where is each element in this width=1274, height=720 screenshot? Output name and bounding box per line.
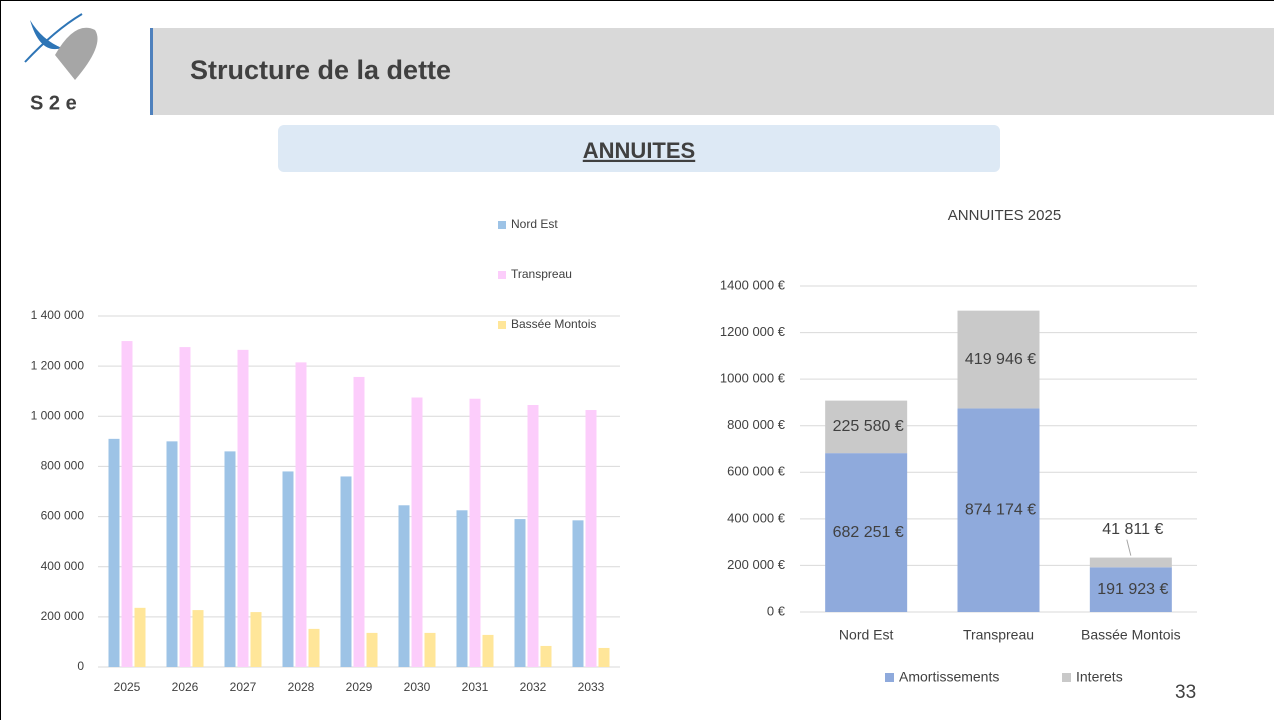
- y-tick-label: 800 000 €: [727, 417, 786, 432]
- x-tick-label: 2028: [288, 680, 315, 694]
- legend-swatch: [498, 321, 506, 329]
- bar: [308, 628, 320, 667]
- bar: [469, 398, 481, 667]
- y-tick-label: 1 400 000: [31, 308, 85, 322]
- bar: [572, 520, 584, 667]
- bar: [166, 441, 178, 667]
- y-tick-label: 0: [77, 659, 84, 673]
- chart-title: ANNUITES 2025: [948, 207, 1061, 224]
- bar: [585, 410, 597, 667]
- legend-label: Bassée Montois: [511, 317, 596, 331]
- slide-title: Structure de la dette: [190, 55, 451, 85]
- bar: [398, 505, 410, 667]
- data-label: 874 174 €: [965, 501, 1036, 518]
- bar-segment: [1089, 557, 1172, 568]
- bar: [108, 438, 120, 667]
- bar: [424, 632, 436, 667]
- bar: [482, 634, 494, 667]
- bar: [456, 510, 468, 667]
- legend-swatch: [885, 673, 894, 682]
- data-label: 191 923 €: [1097, 581, 1168, 598]
- legend-label: Interets: [1076, 669, 1123, 685]
- y-tick-label: 1400 000 €: [720, 277, 786, 292]
- legend-swatch: [1062, 673, 1071, 682]
- legend-label: Nord Est: [511, 217, 558, 231]
- y-tick-label: 800 000: [41, 459, 85, 473]
- legend-swatch: [498, 221, 506, 229]
- bar: [527, 405, 539, 667]
- y-tick-label: 200 000 €: [727, 557, 786, 572]
- logo-text: S 2 e: [30, 92, 77, 114]
- bar: [514, 519, 526, 667]
- logo: S 2 e: [24, 13, 98, 114]
- y-tick-label: 200 000: [41, 609, 85, 623]
- bar-segment: [1089, 567, 1172, 612]
- bar-segment: [957, 408, 1040, 612]
- bar: [237, 349, 249, 667]
- page-number: 33: [1175, 682, 1196, 703]
- bar-segment: [957, 310, 1040, 409]
- bar: [598, 647, 610, 667]
- x-tick-label: 2033: [578, 680, 605, 694]
- subtitle-box: [278, 125, 1000, 172]
- data-label: 41 811 €: [1102, 521, 1163, 538]
- y-tick-label: 400 000 €: [727, 510, 786, 525]
- x-tick-label: 2032: [520, 680, 547, 694]
- x-tick-label: Transpreau: [963, 627, 1034, 643]
- header-band: [150, 28, 1274, 115]
- bar-segment: [825, 400, 908, 454]
- bar: [179, 347, 191, 667]
- y-tick-label: 1 000 000: [31, 408, 85, 422]
- x-tick-label: Bassée Montois: [1081, 627, 1181, 643]
- leader-line: [1126, 539, 1132, 556]
- x-tick-label: 2030: [404, 680, 431, 694]
- header-accent: [150, 28, 153, 115]
- bar: [295, 362, 307, 667]
- y-tick-label: 1200 000 €: [720, 324, 786, 339]
- x-tick-label: 2025: [114, 680, 141, 694]
- x-tick-label: 2031: [462, 680, 489, 694]
- x-tick-label: 2026: [172, 680, 199, 694]
- y-tick-label: 1000 000 €: [720, 371, 786, 386]
- y-tick-label: 400 000: [41, 559, 85, 573]
- subtitle: ANNUITES: [583, 138, 695, 163]
- data-label: 682 251 €: [833, 524, 904, 541]
- data-label: 225 580 €: [833, 418, 904, 435]
- data-label: 419 946 €: [965, 351, 1036, 368]
- bar: [411, 397, 423, 667]
- bar: [540, 645, 552, 667]
- bar-segment: [825, 453, 908, 612]
- x-tick-label: 2027: [230, 680, 257, 694]
- y-tick-label: 1 200 000: [31, 358, 85, 372]
- legend-label: Transpreau: [511, 267, 572, 281]
- bar: [224, 451, 236, 667]
- x-tick-label: 2029: [346, 680, 373, 694]
- y-tick-label: 0 €: [767, 603, 786, 618]
- y-tick-label: 600 000: [41, 509, 85, 523]
- legend-swatch: [498, 271, 506, 279]
- x-tick-label: Nord Est: [839, 627, 894, 643]
- bar: [366, 632, 378, 667]
- bar: [134, 607, 146, 667]
- bar: [250, 612, 262, 667]
- bar: [121, 341, 133, 667]
- y-tick-label: 600 000 €: [727, 464, 786, 479]
- bar: [192, 610, 204, 667]
- legend-label: Amortissements: [899, 669, 999, 685]
- bar: [353, 376, 365, 667]
- bar: [340, 476, 352, 667]
- bar: [282, 471, 294, 667]
